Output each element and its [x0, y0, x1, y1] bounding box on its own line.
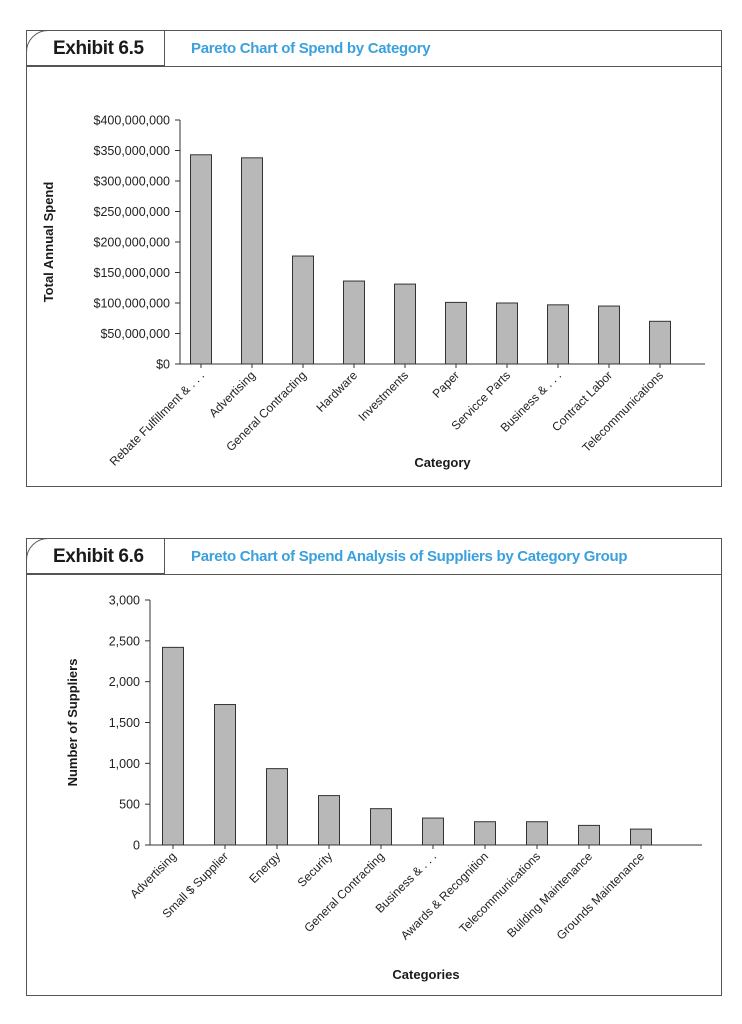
bar: [318, 795, 340, 846]
x-tick-label: Investments: [355, 368, 411, 424]
y-tick-label: $50,000,000: [100, 327, 170, 341]
x-tick-label: Paper: [430, 368, 463, 401]
exhibit-tab: Exhibit 6.5: [26, 30, 165, 66]
bar: [162, 646, 184, 846]
bar: [445, 301, 467, 365]
bar: [241, 157, 263, 365]
y-tick-label: 3,000: [109, 594, 140, 608]
bar: [343, 280, 365, 365]
bar: [422, 817, 444, 846]
y-tick-label: 2,000: [109, 675, 140, 689]
x-tick-label: Energy: [246, 849, 283, 886]
exhibit-header: Exhibit 6.5 Pareto Chart of Spend by Cat…: [26, 30, 721, 67]
y-tick-label: 1,000: [109, 757, 140, 771]
exhibit-label: Exhibit 6.5: [53, 38, 144, 59]
y-axis-title: Total Annual Spend: [41, 182, 56, 303]
chart-title: Pareto Chart of Spend by Category: [191, 40, 431, 57]
bar: [292, 255, 314, 365]
bar: [190, 154, 212, 365]
y-tick-label: $350,000,000: [94, 144, 171, 158]
bar: [649, 320, 671, 365]
y-tick-label: 1,500: [109, 716, 140, 730]
x-tick-label: Security: [295, 849, 336, 890]
chart-title: Pareto Chart of Spend Analysis of Suppli…: [191, 548, 628, 565]
y-tick-label: $250,000,000: [94, 205, 171, 219]
exhibit-label: Exhibit 6.6: [53, 546, 144, 567]
y-tick-label: $400,000,000: [94, 114, 171, 128]
x-tick-label: Hardware: [313, 368, 360, 415]
bar: [474, 821, 496, 846]
y-tick-label: 0: [133, 839, 140, 853]
x-tick-label: Grounds Maintenance: [554, 849, 648, 943]
y-axis-title: Number of Suppliers: [65, 659, 80, 787]
bar: [578, 824, 600, 846]
y-tick-label: $200,000,000: [94, 236, 171, 250]
bar: [630, 828, 652, 846]
pareto-suppliers-chart: 0 500 1,000 1,500 2,000 2,500 3,000 Advertising…: [65, 594, 702, 982]
exhibit-header: Exhibit 6.6 Pareto Chart of Spend Analys…: [26, 538, 721, 575]
bar: [370, 808, 392, 846]
x-axis-title: Categories: [392, 967, 459, 982]
x-tick-label: Awards & Recognition: [398, 849, 491, 942]
bar: [266, 768, 288, 846]
y-tick-label: $100,000,000: [94, 297, 171, 311]
bar: [598, 305, 620, 365]
bar: [526, 821, 548, 846]
x-tick-label: Building Maintenance: [504, 849, 595, 940]
y-tick-label: $300,000,000: [94, 175, 171, 189]
y-tick-label: 500: [119, 798, 140, 812]
x-tick-label: Advertising: [127, 849, 179, 901]
x-tick-label: Rebate Fulfillment & . . .: [107, 368, 207, 468]
y-tick-label: $0: [156, 358, 170, 372]
bar: [214, 704, 236, 846]
y-tick-label: $150,000,000: [94, 266, 171, 280]
x-tick-label: Advertising: [206, 368, 258, 420]
y-tick-label: 2,500: [109, 634, 140, 648]
pareto-spend-chart: $0 $50,000,000 $100,000,000 $150,000,000 $20…: [41, 114, 705, 470]
bar: [547, 304, 569, 365]
bar: [496, 302, 518, 365]
exhibit-6-5-panel: Exhibit 6.5 Pareto Chart of Spend by Cat…: [26, 30, 722, 487]
exhibit-tab: Exhibit 6.6: [26, 538, 165, 574]
x-axis-title: Category: [414, 455, 471, 470]
exhibit-6-6-panel: Exhibit 6.6 Pareto Chart of Spend Analys…: [26, 538, 722, 996]
bar: [394, 283, 416, 365]
